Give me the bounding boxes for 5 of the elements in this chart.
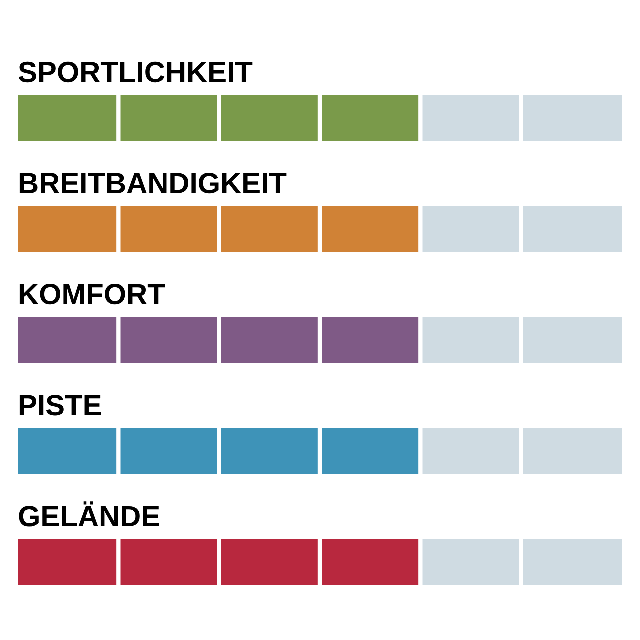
y-tick-label: BREITBANDIGKEIT [20, 172, 287, 194]
y-tick-label: SPORTLICHKEIT [18, 62, 253, 83]
y-tick-label: GELÄNDE [19, 502, 160, 527]
y-tick-label: KOMFORT [20, 284, 166, 305]
y-tick-label: PISTE [20, 395, 102, 416]
